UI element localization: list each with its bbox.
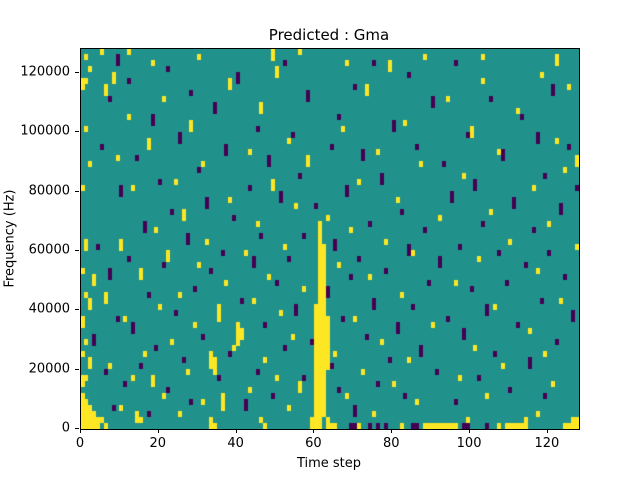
x-tick-label: 120 [534,436,560,451]
x-tick-label: 20 [149,436,167,451]
x-tick-mark [235,429,237,433]
y-axis-label: Frequency (Hz) [2,189,18,288]
plot-area [80,48,580,430]
x-tick-mark [80,429,81,433]
y-tick-label: 40000 [28,301,70,317]
x-tick-mark [469,429,471,433]
x-tick-label: 80 [382,436,400,451]
x-tick-label: 40 [227,436,244,451]
x-tick-label: 60 [305,436,322,451]
x-tick-mark [157,429,159,433]
y-tick-mark [75,190,79,192]
y-tick-label: 20000 [28,361,70,377]
x-tick-mark [546,429,548,433]
y-tick-label: 80000 [28,183,70,198]
heatmap-canvas [81,49,579,429]
x-axis-label: Time step [296,456,362,471]
x-tick-label: 0 [75,436,85,451]
y-tick-mark [75,249,79,251]
x-tick-label: 100 [456,436,482,451]
y-tick-mark [75,309,79,311]
y-tick-label: 100000 [20,123,70,139]
y-tick-label: 120000 [20,64,70,80]
x-tick-mark [313,429,315,433]
plot-title: Predicted : Gma [268,26,390,44]
y-tick-mark [75,131,79,133]
x-tick-mark [391,429,393,433]
y-tick-mark [75,71,79,73]
y-tick-mark [75,428,79,429]
y-tick-label: 60000 [28,242,70,258]
y-tick-mark [75,368,79,370]
y-tick-label: 0 [61,420,70,436]
